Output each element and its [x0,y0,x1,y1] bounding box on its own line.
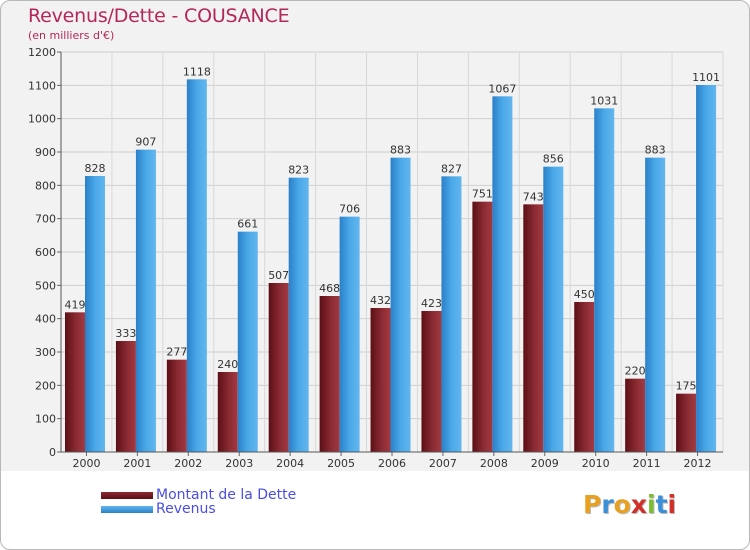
data-label-debt: 175 [676,380,697,393]
bar-debt [472,201,493,452]
bar-revenue [645,157,666,452]
logo-letter: o [613,490,631,519]
bar-debt [319,296,340,452]
bar-revenue [135,149,156,452]
bar-revenue [85,176,105,452]
axis-layer [57,51,723,456]
data-label-debt: 277 [166,346,187,359]
y-tick-label: 100 [35,413,56,426]
bar-revenue [441,176,462,453]
data-label-revenue: 1101 [692,71,720,84]
logo-letter: P [583,490,602,519]
x-tick-label: 2002 [174,457,202,470]
bar-debt [115,341,136,452]
bar-debt [217,372,238,452]
data-label-debt: 333 [115,327,136,340]
y-tick-label: 300 [35,346,56,359]
data-label-revenue: 827 [441,162,462,175]
data-label-debt: 468 [319,282,340,295]
data-label-revenue: 828 [85,162,106,175]
data-label-debt: 450 [574,288,595,301]
legend-item-debt: Montant de la Dette [101,487,296,503]
bar-debt [574,302,595,452]
data-label-revenue: 1118 [183,65,211,78]
bar-debt [676,393,697,452]
logo-letter: r [601,490,614,519]
y-tick-label: 500 [35,279,56,292]
data-label-debt: 220 [625,365,646,378]
data-label-revenue: 706 [339,203,360,216]
data-label-debt: 419 [65,298,86,311]
x-tick-label: 2007 [429,457,457,470]
data-label-revenue: 823 [288,164,309,177]
bar-revenue [186,79,207,452]
x-tick-label: 2008 [480,457,508,470]
data-label-revenue: 907 [135,136,156,149]
data-label-revenue: 661 [237,218,258,231]
y-tick-label: 0 [49,446,56,459]
bar-debt [523,204,544,452]
bar-revenue [237,231,258,452]
proxiti-logo: Proxiti [583,490,676,519]
x-tick-label: 2003 [225,457,253,470]
data-label-revenue: 1067 [488,82,516,95]
data-label-debt: 423 [421,297,442,310]
legend-item-revenue: Revenus [101,501,216,517]
legend-swatch-debt [101,491,153,499]
legend-label-debt: Montant de la Dette [156,487,297,503]
data-label-debt: 240 [217,358,238,371]
x-tick-label: 2011 [633,457,661,470]
x-tick-label: 2012 [684,457,712,470]
bar-debt [421,311,442,452]
logo-letter: t [655,490,668,519]
logo-letter: i [667,490,677,519]
chart-title: Revenus/Dette - COUSANCE [28,5,290,27]
y-tick-label: 900 [35,146,56,159]
y-tick-label: 400 [35,313,56,326]
chart-subtitle: (en milliers d'€) [28,29,115,42]
bar-revenue [339,216,360,452]
y-tick-label: 700 [35,213,56,226]
x-tick-label: 2009 [531,457,559,470]
bar-debt [268,283,289,452]
bar-debt [166,359,187,452]
x-tick-label: 2005 [327,457,355,470]
legend-swatch-revenue [101,505,153,513]
y-tick-label: 800 [35,179,56,192]
bar-revenue [492,96,513,452]
legend-label-revenue: Revenus [156,501,216,517]
bar-revenue [696,85,717,452]
bar-revenue [288,177,309,452]
y-tick-label: 200 [35,379,56,392]
data-label-debt: 507 [268,269,289,282]
data-label-debt: 432 [370,294,391,307]
logo-letter: x [630,490,647,519]
data-label-revenue: 883 [390,144,411,157]
x-tick-label: 2001 [123,457,151,470]
y-tick-label: 600 [35,246,56,259]
x-tick-label: 2004 [276,457,304,470]
x-tick-label: 2010 [582,457,610,470]
bar-revenue [543,166,564,452]
bars-layer [65,79,717,453]
data-label-debt: 743 [523,190,544,203]
logo-letter: i [647,490,656,519]
bar-debt [625,378,646,452]
data-label-revenue: 1031 [590,94,618,107]
x-tick-label: 2000 [72,457,100,470]
data-label-debt: 751 [472,188,493,201]
bar-revenue [594,108,615,452]
y-tick-label: 1100 [28,79,56,92]
bar-revenue [390,157,411,452]
x-tick-label: 2006 [378,457,406,470]
data-label-revenue: 883 [645,144,666,157]
bar-debt [370,308,391,452]
labels-layer: 0 100 200 300 400 500 600 700 800 900 1000 1100 1200… [28,46,720,470]
y-tick-label: 1000 [28,113,56,126]
bar-debt [65,312,85,452]
y-tick-label: 1200 [28,46,56,59]
data-label-revenue: 856 [543,153,564,166]
